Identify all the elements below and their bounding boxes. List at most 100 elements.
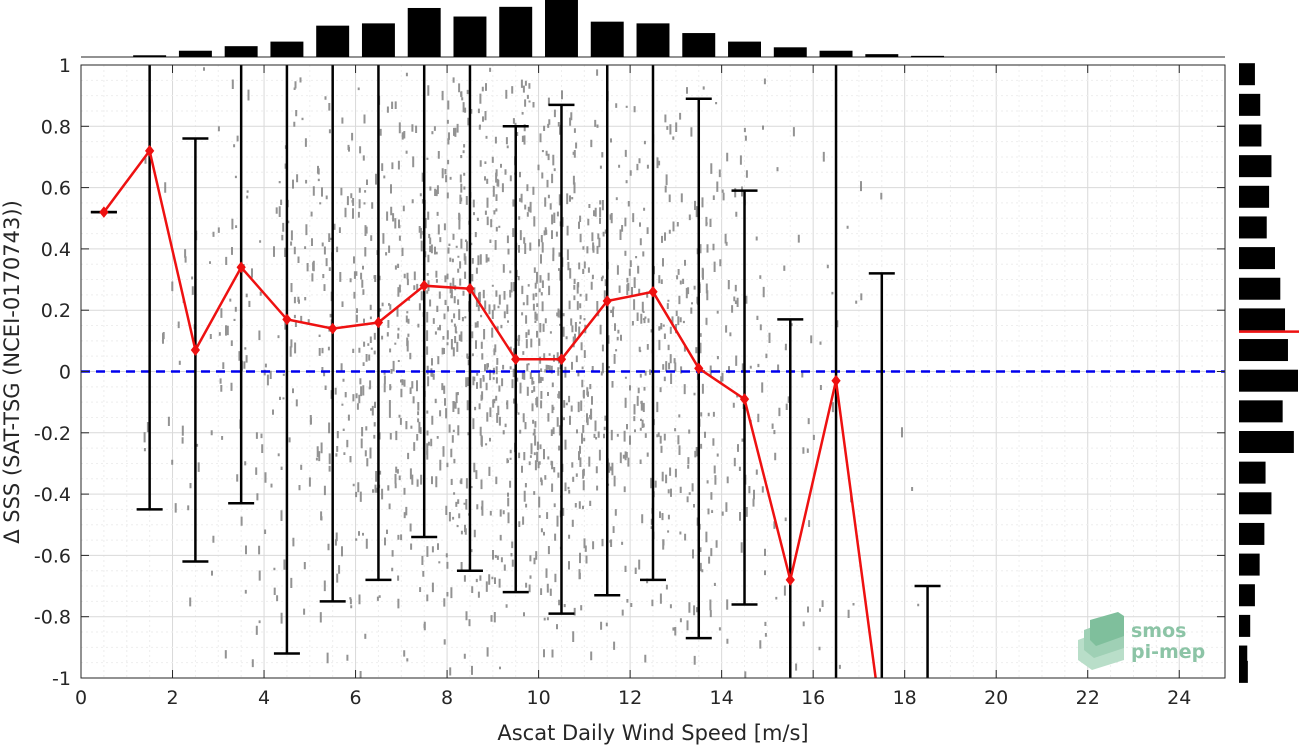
right-histogram-bar — [1239, 614, 1251, 637]
top-histogram-bar — [590, 21, 624, 57]
logo-layer-front — [1090, 612, 1124, 646]
y-tick-label: -0.8 — [34, 607, 71, 629]
right-histogram-bar — [1239, 584, 1255, 607]
smos-pi-mep-logo: smos pi-mep — [1078, 612, 1205, 670]
y-tick-label: -0.4 — [34, 484, 71, 506]
mean-marker — [144, 145, 155, 157]
right-histogram — [1239, 63, 1299, 683]
x-tick-label: 10 — [527, 687, 551, 709]
top-histogram-bar — [682, 33, 716, 57]
error-bar — [136, 65, 163, 511]
top-histogram-bar — [728, 41, 761, 57]
error-bar — [640, 65, 666, 582]
y-tick-label: -0.2 — [34, 423, 71, 445]
right-histogram-bar — [1239, 339, 1288, 362]
mean-marker — [282, 313, 292, 326]
right-histogram-bar — [1239, 660, 1248, 683]
top-histogram-bar — [911, 55, 945, 58]
error-bar — [456, 65, 483, 572]
right-histogram-bar — [1239, 553, 1260, 576]
top-histogram-bar — [773, 47, 807, 57]
x-tick-label: 14 — [710, 687, 734, 709]
y-tick-label: 1 — [59, 55, 71, 77]
error-bar — [411, 65, 438, 539]
right-histogram-bar — [1239, 185, 1270, 208]
x-tick-label: 22 — [1076, 687, 1100, 709]
mean-marker — [831, 374, 841, 387]
x-tick-label: 6 — [350, 687, 362, 709]
top-histogram — [81, 0, 1225, 58]
top-histogram-bar — [499, 6, 533, 57]
x-tick-label: 8 — [441, 687, 453, 709]
right-histogram-bar — [1239, 400, 1283, 423]
top-histogram-bar — [361, 23, 395, 57]
x-tick-label: 24 — [1167, 687, 1191, 709]
logo-text-smos: smos — [1131, 620, 1186, 642]
mean-marker — [556, 353, 567, 366]
mean-marker — [99, 206, 109, 218]
mean-marker — [190, 344, 201, 356]
x-tick-label: 4 — [258, 687, 270, 709]
y-axis-label: Δ SSS (SAT-TSG (NCEI-0170743)) — [0, 200, 24, 544]
mean-marker — [373, 316, 384, 329]
top-histogram-bar — [224, 46, 258, 57]
right-histogram-bar — [1239, 461, 1266, 484]
top-histogram-bar — [178, 50, 212, 57]
mean-marker — [419, 279, 429, 292]
x-tick-label: 2 — [166, 687, 178, 709]
right-histogram-bar — [1239, 93, 1261, 116]
mean-marker — [511, 353, 521, 366]
mean-marker — [785, 574, 795, 586]
error-bar — [914, 584, 941, 678]
x-tick-label: 12 — [618, 687, 642, 709]
mean-marker — [694, 362, 704, 375]
top-histogram-bar — [865, 54, 899, 57]
top-histogram-bar — [270, 41, 304, 57]
error-bar — [228, 65, 255, 505]
axis-ticks — [80, 64, 1225, 679]
right-histogram-bar — [1239, 369, 1298, 392]
x-tick-label: 0 — [75, 687, 87, 709]
mean-marker — [739, 393, 750, 405]
y-tick-label: -1 — [52, 668, 71, 690]
x-tick-label: 20 — [984, 687, 1008, 709]
right-histogram-bar — [1239, 216, 1267, 239]
right-histogram-bar — [1239, 63, 1255, 86]
y-tick-labels: 1 0.8 0.6 0.4 0.2 0 -0.2 -0.4 -0.6 -0.8 -1 — [34, 55, 71, 690]
top-histogram-bar — [545, 0, 578, 57]
right-histogram-bar — [1239, 124, 1262, 147]
error-bar — [777, 318, 804, 678]
x-tick-labels: 0 2 4 6 8 10 12 14 16 18 20 22 24 — [75, 687, 1191, 709]
right-histogram-bar — [1239, 308, 1286, 331]
error-bar — [273, 65, 300, 655]
mean-marker — [465, 282, 475, 295]
right-histogram-bar — [1239, 277, 1281, 300]
y-tick-label: 0.6 — [41, 178, 71, 200]
right-histogram-bar — [1239, 645, 1248, 668]
top-histogram-bar — [133, 55, 167, 57]
y-tick-label: 0.4 — [41, 239, 71, 261]
y-tick-label: 0.8 — [41, 116, 71, 138]
mean-marker — [648, 286, 658, 298]
right-histogram-bar — [1239, 522, 1265, 545]
right-histogram-bar — [1239, 247, 1275, 270]
right-histogram-bar — [1239, 430, 1294, 453]
right-histogram-bar — [1239, 155, 1272, 178]
y-tick-label: 0.2 — [41, 300, 71, 322]
scatter-points — [143, 67, 920, 678]
mean-marker — [236, 261, 246, 274]
mean-marker — [602, 295, 612, 307]
mean-line — [102, 147, 877, 678]
top-histogram-bar — [407, 7, 441, 58]
x-tick-label: 16 — [801, 687, 825, 709]
mean-series — [99, 145, 877, 678]
top-histogram-bar — [453, 16, 487, 58]
error-bar — [868, 272, 895, 678]
right-histogram-bar — [1239, 492, 1272, 515]
x-tick-label: 18 — [893, 687, 917, 709]
y-tick-label: 0 — [59, 362, 71, 384]
mean-marker — [328, 322, 338, 335]
top-histogram-bar — [819, 50, 853, 57]
logo-text-pi-mep: pi-mep — [1131, 641, 1205, 663]
